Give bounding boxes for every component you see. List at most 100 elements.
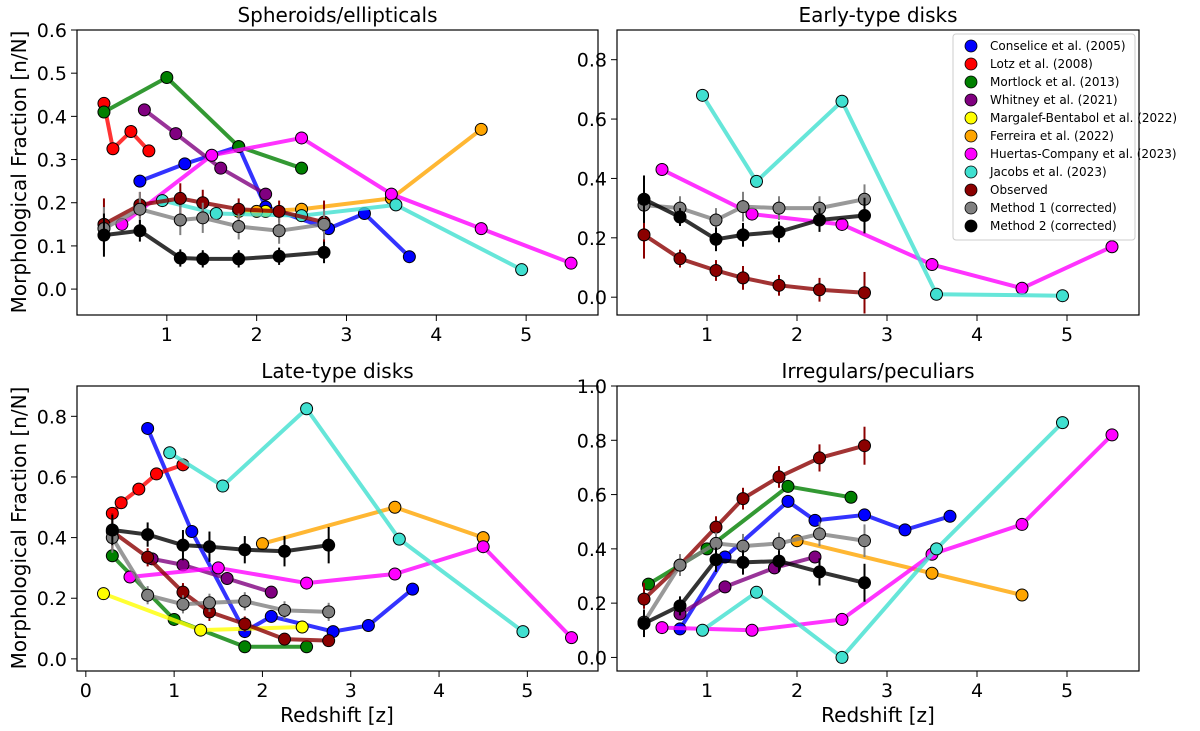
data-point (176, 538, 190, 552)
data-point (1105, 240, 1119, 254)
data-point (858, 209, 871, 223)
data-point (211, 561, 225, 575)
data-point (781, 494, 795, 508)
legend-item-method1: Method 1 (corrected) (964, 201, 1117, 215)
x-tick-label: 2 (251, 324, 263, 346)
y-axis-label-top: Morphological Fraction [n/N] (7, 31, 31, 314)
x-tick-label: 4 (433, 680, 445, 702)
data-point (264, 585, 278, 599)
data-point (709, 553, 723, 567)
data-point (272, 249, 286, 263)
series-conselice (141, 421, 420, 639)
data-point (515, 263, 529, 277)
data-point (476, 540, 490, 554)
series-line (678, 555, 816, 616)
series-line (151, 556, 272, 595)
data-point (178, 157, 192, 171)
data-point (196, 211, 210, 225)
data-point (264, 609, 278, 623)
series-group (97, 71, 578, 277)
data-point (813, 283, 826, 297)
legend-label: Observed (990, 183, 1048, 197)
data-point (930, 542, 943, 556)
series-line (796, 538, 1023, 597)
x-tick-label: 0 (80, 680, 92, 702)
legend-item-observed: Observed (964, 183, 1048, 197)
x-tick-label: 2 (791, 680, 803, 702)
x-tick-label: 5 (1061, 324, 1073, 346)
data-point (709, 213, 723, 227)
y-tick-label: 0.0 (37, 649, 67, 671)
data-point (384, 187, 398, 201)
data-point (300, 640, 314, 654)
legend-item-margalef: Margalef-Bentabol et al. (2022) (964, 111, 1177, 125)
data-point (835, 94, 849, 108)
x-tick-label: 1 (701, 680, 713, 702)
x-tick-label: 5 (520, 324, 532, 346)
data-point (813, 213, 826, 227)
x-tick-label: 2 (256, 680, 268, 702)
data-point (133, 224, 147, 238)
data-point (96, 587, 110, 601)
legend-label: Margalef-Bentabol et al. (2022) (990, 111, 1177, 125)
legend-marker (964, 75, 978, 89)
data-point (637, 617, 651, 630)
data-point (214, 161, 228, 175)
y-tick-label: 0.2 (577, 593, 607, 615)
legend-label: Ferreira et al. (2022) (990, 129, 1114, 143)
data-point (388, 567, 402, 581)
x-tick-label: 3 (345, 680, 357, 702)
series-group (637, 416, 1119, 664)
legend-item-ferreira: Ferreira et al. (2022) (964, 129, 1114, 143)
x-tick-label: 5 (521, 680, 533, 702)
series-jacobs (155, 194, 529, 277)
data-point (194, 623, 208, 637)
data-point (388, 500, 402, 514)
data-point (124, 124, 138, 138)
data-point (173, 213, 187, 227)
data-point (925, 258, 939, 272)
legend-label: Method 1 (corrected) (990, 201, 1117, 215)
legend-marker (964, 93, 978, 107)
y-tick-label: 0.0 (577, 647, 607, 669)
legend-marker (964, 165, 978, 179)
data-point (361, 619, 375, 633)
data-point (736, 228, 750, 242)
data-point (858, 534, 871, 548)
data-point (655, 621, 669, 635)
series-ferreira (790, 534, 1029, 602)
data-point (736, 200, 750, 214)
data-point (322, 634, 336, 648)
y-tick-label: 0.4 (37, 106, 67, 128)
data-point (220, 572, 234, 586)
data-point (322, 538, 336, 552)
data-point (858, 439, 871, 453)
x-tick-label: 5 (1061, 680, 1073, 702)
legend-marker (964, 183, 978, 197)
data-point (745, 623, 759, 637)
panel-title: Early-type disks (798, 3, 957, 27)
y-tick-label: 0.3 (37, 150, 67, 172)
data-point (637, 228, 651, 242)
legend-label: Conselice et al. (2005) (990, 39, 1126, 53)
data-point (392, 532, 406, 546)
data-point (637, 192, 651, 206)
x-tick-label: 4 (430, 324, 442, 346)
y-axis-label-bottom: Morphological Fraction [n/N] (7, 387, 31, 670)
legend-marker (964, 111, 978, 125)
data-point (300, 576, 314, 590)
legend-item-mortlock: Mortlock et al. (2013) (964, 75, 1120, 89)
data-point (300, 402, 314, 416)
data-point (808, 550, 822, 564)
data-point (232, 219, 246, 233)
data-point (736, 492, 750, 506)
legend-label: Jacobs et al. (2023) (989, 165, 1107, 179)
data-point (389, 198, 403, 212)
data-point (232, 252, 246, 266)
x-tick-label: 1 (161, 324, 173, 346)
series-group (96, 402, 579, 654)
data-point (97, 105, 111, 119)
y-tick-label: 0.0 (577, 287, 607, 309)
data-point (736, 555, 750, 569)
data-point (673, 252, 687, 266)
